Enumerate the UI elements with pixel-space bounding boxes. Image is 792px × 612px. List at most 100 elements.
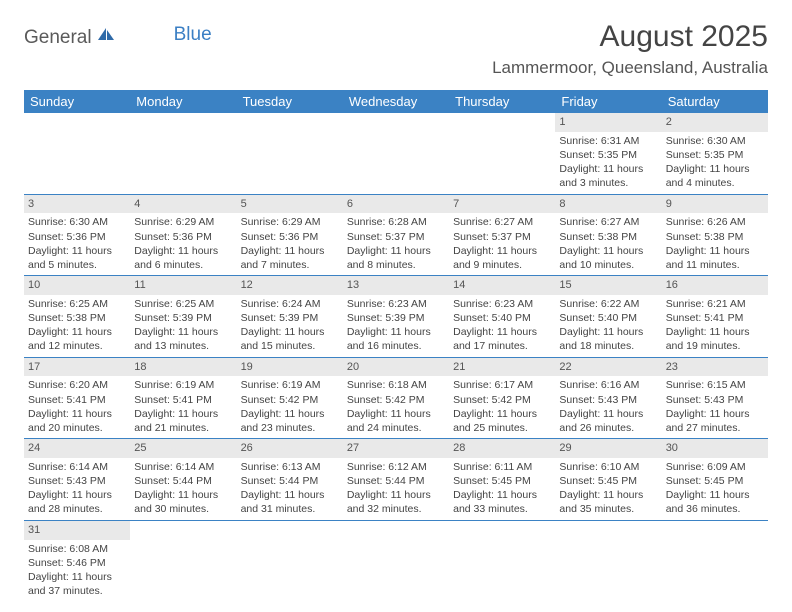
day-number: 11 bbox=[130, 276, 236, 295]
calendar-day-cell: 8Sunrise: 6:27 AMSunset: 5:38 PMDaylight… bbox=[555, 194, 661, 276]
daylight-text: Daylight: 11 hours and 4 minutes. bbox=[666, 162, 764, 190]
day-number: 4 bbox=[130, 195, 236, 214]
day-details: Sunrise: 6:25 AMSunset: 5:39 PMDaylight:… bbox=[130, 295, 236, 357]
sunset-text: Sunset: 5:36 PM bbox=[28, 230, 126, 244]
day-details: Sunrise: 6:14 AMSunset: 5:44 PMDaylight:… bbox=[130, 458, 236, 520]
day-number: 25 bbox=[130, 439, 236, 458]
sunset-text: Sunset: 5:46 PM bbox=[28, 556, 126, 570]
calendar-day-cell: 28Sunrise: 6:11 AMSunset: 5:45 PMDayligh… bbox=[449, 439, 555, 521]
sunset-text: Sunset: 5:44 PM bbox=[134, 474, 232, 488]
sunrise-text: Sunrise: 6:23 AM bbox=[347, 297, 445, 311]
sunrise-text: Sunrise: 6:30 AM bbox=[666, 134, 764, 148]
day-number: 7 bbox=[449, 195, 555, 214]
sunset-text: Sunset: 5:37 PM bbox=[347, 230, 445, 244]
calendar-day-cell: 1Sunrise: 6:31 AMSunset: 5:35 PMDaylight… bbox=[555, 113, 661, 194]
location-subtitle: Lammermoor, Queensland, Australia bbox=[492, 58, 768, 78]
calendar-day-cell: 9Sunrise: 6:26 AMSunset: 5:38 PMDaylight… bbox=[662, 194, 768, 276]
daylight-text: Daylight: 11 hours and 32 minutes. bbox=[347, 488, 445, 516]
sunset-text: Sunset: 5:35 PM bbox=[666, 148, 764, 162]
daylight-text: Daylight: 11 hours and 35 minutes. bbox=[559, 488, 657, 516]
daylight-text: Daylight: 11 hours and 11 minutes. bbox=[666, 244, 764, 272]
calendar-day-cell: 27Sunrise: 6:12 AMSunset: 5:44 PMDayligh… bbox=[343, 439, 449, 521]
day-number: 22 bbox=[555, 358, 661, 377]
calendar-day-cell: 7Sunrise: 6:27 AMSunset: 5:37 PMDaylight… bbox=[449, 194, 555, 276]
weekday-header: Monday bbox=[130, 90, 236, 113]
sunset-text: Sunset: 5:39 PM bbox=[241, 311, 339, 325]
day-details: Sunrise: 6:15 AMSunset: 5:43 PMDaylight:… bbox=[662, 376, 768, 438]
day-details: Sunrise: 6:11 AMSunset: 5:45 PMDaylight:… bbox=[449, 458, 555, 520]
sunset-text: Sunset: 5:36 PM bbox=[134, 230, 232, 244]
calendar-day-cell: 19Sunrise: 6:19 AMSunset: 5:42 PMDayligh… bbox=[237, 357, 343, 439]
sunrise-text: Sunrise: 6:24 AM bbox=[241, 297, 339, 311]
day-number: 3 bbox=[24, 195, 130, 214]
day-number: 5 bbox=[237, 195, 343, 214]
weekday-header-row: Sunday Monday Tuesday Wednesday Thursday… bbox=[24, 90, 768, 113]
day-number: 27 bbox=[343, 439, 449, 458]
weekday-header: Sunday bbox=[24, 90, 130, 113]
weekday-header: Thursday bbox=[449, 90, 555, 113]
day-details: Sunrise: 6:23 AMSunset: 5:40 PMDaylight:… bbox=[449, 295, 555, 357]
day-details: Sunrise: 6:21 AMSunset: 5:41 PMDaylight:… bbox=[662, 295, 768, 357]
calendar-week-row: 24Sunrise: 6:14 AMSunset: 5:43 PMDayligh… bbox=[24, 439, 768, 521]
daylight-text: Daylight: 11 hours and 5 minutes. bbox=[28, 244, 126, 272]
day-number: 10 bbox=[24, 276, 130, 295]
sunset-text: Sunset: 5:43 PM bbox=[666, 393, 764, 407]
day-number: 29 bbox=[555, 439, 661, 458]
calendar-day-cell: 2Sunrise: 6:30 AMSunset: 5:35 PMDaylight… bbox=[662, 113, 768, 194]
month-title: August 2025 bbox=[492, 20, 768, 54]
sunrise-text: Sunrise: 6:20 AM bbox=[28, 378, 126, 392]
daylight-text: Daylight: 11 hours and 18 minutes. bbox=[559, 325, 657, 353]
sunrise-text: Sunrise: 6:14 AM bbox=[28, 460, 126, 474]
calendar-day-cell bbox=[237, 520, 343, 601]
calendar-week-row: 1Sunrise: 6:31 AMSunset: 5:35 PMDaylight… bbox=[24, 113, 768, 194]
day-details: Sunrise: 6:30 AMSunset: 5:35 PMDaylight:… bbox=[662, 132, 768, 194]
sunrise-text: Sunrise: 6:27 AM bbox=[453, 215, 551, 229]
calendar-day-cell bbox=[343, 113, 449, 194]
day-number: 17 bbox=[24, 358, 130, 377]
sunset-text: Sunset: 5:45 PM bbox=[559, 474, 657, 488]
daylight-text: Daylight: 11 hours and 12 minutes. bbox=[28, 325, 126, 353]
calendar-day-cell: 3Sunrise: 6:30 AMSunset: 5:36 PMDaylight… bbox=[24, 194, 130, 276]
sunset-text: Sunset: 5:43 PM bbox=[559, 393, 657, 407]
sunrise-text: Sunrise: 6:29 AM bbox=[134, 215, 232, 229]
sunrise-text: Sunrise: 6:25 AM bbox=[134, 297, 232, 311]
day-number: 18 bbox=[130, 358, 236, 377]
calendar-day-cell: 14Sunrise: 6:23 AMSunset: 5:40 PMDayligh… bbox=[449, 276, 555, 358]
calendar-day-cell bbox=[662, 520, 768, 601]
calendar-day-cell: 26Sunrise: 6:13 AMSunset: 5:44 PMDayligh… bbox=[237, 439, 343, 521]
day-details: Sunrise: 6:29 AMSunset: 5:36 PMDaylight:… bbox=[130, 213, 236, 275]
day-details: Sunrise: 6:19 AMSunset: 5:42 PMDaylight:… bbox=[237, 376, 343, 438]
day-details: Sunrise: 6:28 AMSunset: 5:37 PMDaylight:… bbox=[343, 213, 449, 275]
daylight-text: Daylight: 11 hours and 26 minutes. bbox=[559, 407, 657, 435]
sunrise-text: Sunrise: 6:15 AM bbox=[666, 378, 764, 392]
sunrise-text: Sunrise: 6:21 AM bbox=[666, 297, 764, 311]
sunset-text: Sunset: 5:38 PM bbox=[666, 230, 764, 244]
calendar-day-cell bbox=[449, 113, 555, 194]
sunset-text: Sunset: 5:38 PM bbox=[28, 311, 126, 325]
sunset-text: Sunset: 5:41 PM bbox=[666, 311, 764, 325]
daylight-text: Daylight: 11 hours and 25 minutes. bbox=[453, 407, 551, 435]
day-number: 23 bbox=[662, 358, 768, 377]
sunrise-text: Sunrise: 6:31 AM bbox=[559, 134, 657, 148]
sunrise-text: Sunrise: 6:26 AM bbox=[666, 215, 764, 229]
title-block: August 2025 Lammermoor, Queensland, Aust… bbox=[492, 20, 768, 78]
calendar-day-cell: 22Sunrise: 6:16 AMSunset: 5:43 PMDayligh… bbox=[555, 357, 661, 439]
day-details: Sunrise: 6:27 AMSunset: 5:38 PMDaylight:… bbox=[555, 213, 661, 275]
sunrise-text: Sunrise: 6:16 AM bbox=[559, 378, 657, 392]
sunset-text: Sunset: 5:42 PM bbox=[241, 393, 339, 407]
calendar-day-cell bbox=[237, 113, 343, 194]
day-number: 24 bbox=[24, 439, 130, 458]
sunset-text: Sunset: 5:38 PM bbox=[559, 230, 657, 244]
day-details: Sunrise: 6:26 AMSunset: 5:38 PMDaylight:… bbox=[662, 213, 768, 275]
sunrise-text: Sunrise: 6:28 AM bbox=[347, 215, 445, 229]
sunrise-text: Sunrise: 6:17 AM bbox=[453, 378, 551, 392]
sunrise-text: Sunrise: 6:12 AM bbox=[347, 460, 445, 474]
daylight-text: Daylight: 11 hours and 10 minutes. bbox=[559, 244, 657, 272]
sail-icon bbox=[96, 26, 116, 47]
calendar-day-cell: 20Sunrise: 6:18 AMSunset: 5:42 PMDayligh… bbox=[343, 357, 449, 439]
calendar-day-cell bbox=[343, 520, 449, 601]
sunset-text: Sunset: 5:45 PM bbox=[666, 474, 764, 488]
calendar-day-cell: 24Sunrise: 6:14 AMSunset: 5:43 PMDayligh… bbox=[24, 439, 130, 521]
sunrise-text: Sunrise: 6:18 AM bbox=[347, 378, 445, 392]
sunset-text: Sunset: 5:41 PM bbox=[134, 393, 232, 407]
